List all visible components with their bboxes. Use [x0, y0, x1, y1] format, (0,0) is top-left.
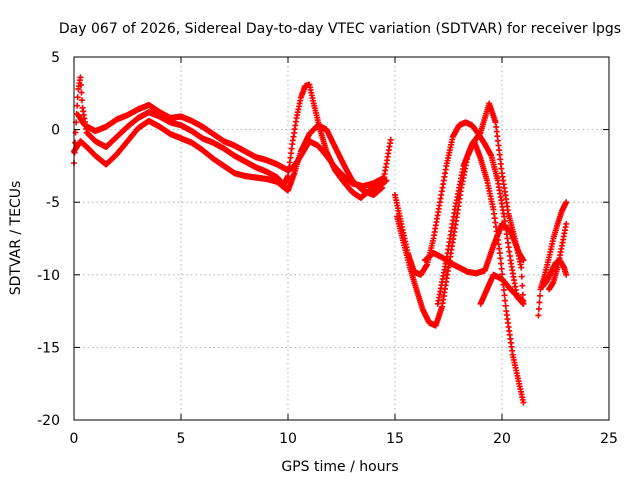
- data-point: [520, 297, 527, 304]
- data-point: [387, 136, 394, 143]
- data-point: [519, 291, 526, 298]
- tick-layer: 0 5 10 15 20 25 5 0 -5 -10 -15 -20: [37, 50, 618, 447]
- data-point: [536, 292, 543, 299]
- data-point: [498, 265, 505, 272]
- y-axis-label: SDTVAR / TECUs: [8, 181, 24, 296]
- data-point: [74, 94, 81, 101]
- x-tick-label: 0: [70, 431, 79, 447]
- series-track-a: [71, 74, 390, 201]
- data-point: [563, 220, 570, 227]
- data-point: [535, 305, 542, 312]
- x-tick-label: 10: [279, 431, 297, 447]
- y-tick-label: 5: [51, 50, 60, 66]
- data-point: [518, 264, 525, 271]
- data-point: [77, 74, 84, 81]
- data-point: [77, 81, 84, 88]
- data-point: [74, 102, 81, 109]
- series-track-e: [394, 138, 527, 406]
- data-point: [535, 312, 542, 319]
- data-point: [497, 255, 504, 262]
- y-tick-label: 0: [51, 123, 60, 139]
- data-point: [502, 297, 509, 304]
- data-point: [520, 257, 527, 264]
- x-axis-label: GPS time / hours: [281, 459, 398, 475]
- series-track-g: [434, 100, 527, 307]
- data-layer: [71, 74, 570, 406]
- x-tick-label: 15: [386, 431, 404, 447]
- data-point: [498, 260, 505, 267]
- series-track-k: [546, 220, 570, 293]
- data-point: [496, 250, 503, 257]
- y-tick-label: -15: [37, 340, 60, 356]
- data-point: [78, 89, 85, 96]
- y-tick-label: -5: [46, 195, 60, 211]
- series-track-c: [75, 101, 388, 190]
- data-point: [519, 282, 526, 289]
- data-point: [536, 299, 543, 306]
- data-point: [563, 199, 570, 206]
- series-track-i: [535, 199, 570, 319]
- y-tick-label: -20: [37, 413, 60, 429]
- chart-title: Day 067 of 2026, Sidereal Day-to-day VTE…: [59, 21, 621, 37]
- data-point: [501, 292, 508, 299]
- plot-frame: [73, 56, 610, 421]
- x-tick-label: 25: [600, 431, 618, 447]
- x-tick-label: 20: [493, 431, 511, 447]
- y-tick-label: -10: [37, 268, 60, 284]
- series-track-b: [71, 117, 394, 198]
- grid-layer: [74, 57, 609, 420]
- data-point: [502, 302, 509, 309]
- data-point: [79, 97, 86, 104]
- data-point: [500, 286, 507, 293]
- data-point: [520, 399, 527, 406]
- data-point: [499, 271, 506, 278]
- series-track-h: [477, 271, 527, 307]
- data-point: [518, 273, 525, 280]
- x-tick-label: 5: [177, 431, 186, 447]
- data-point: [381, 174, 388, 181]
- data-point: [563, 271, 570, 278]
